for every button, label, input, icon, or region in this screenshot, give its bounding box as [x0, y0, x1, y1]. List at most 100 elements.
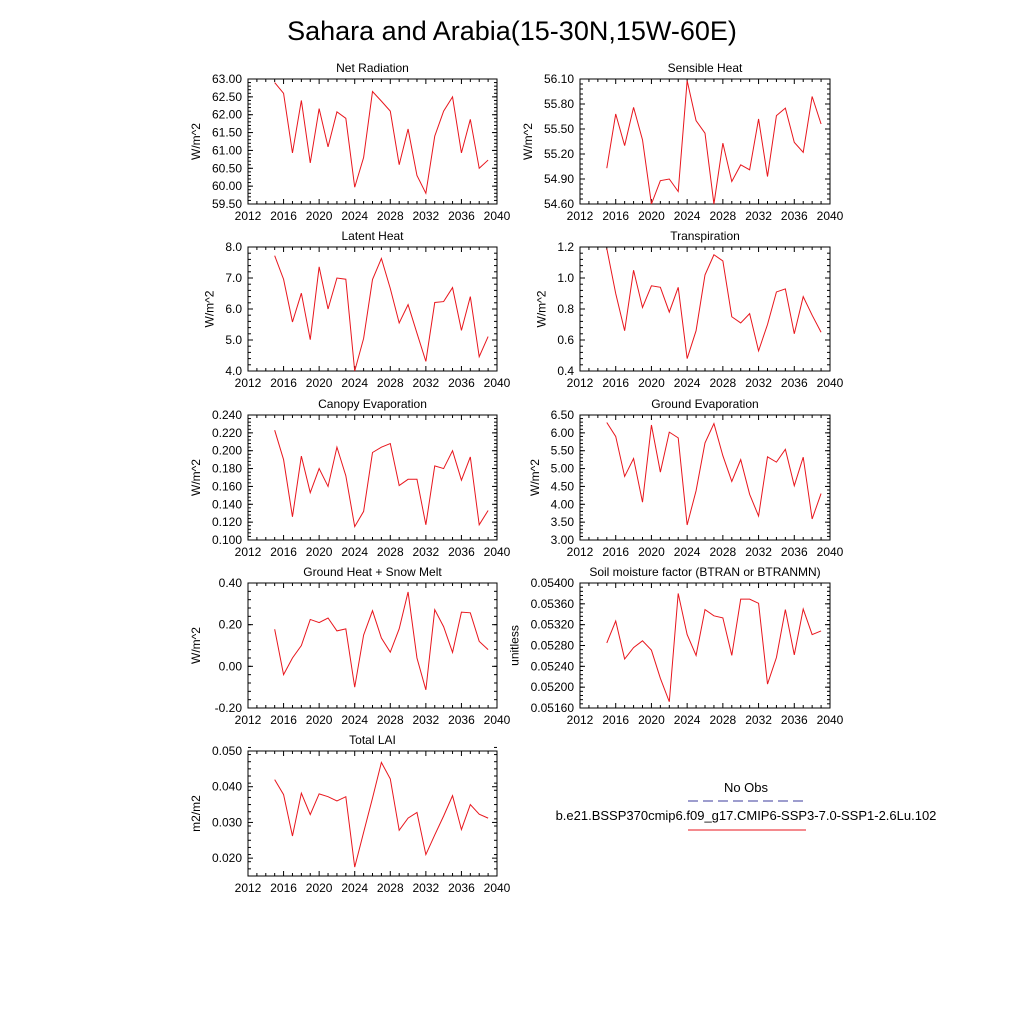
x-tick-label: 2028 [377, 881, 404, 895]
series-line-net-radiation [274, 82, 489, 195]
x-tick-label: 2012 [567, 713, 594, 727]
y-tick-label: 1.2 [557, 240, 574, 254]
y-tick-label: 0.220 [212, 426, 242, 440]
y-tick-label: 0.05360 [531, 597, 575, 611]
y-axis-label: unitless [507, 625, 521, 666]
x-tick-label: 2032 [413, 545, 440, 559]
x-tick-label: 2032 [413, 881, 440, 895]
x-tick-label: 2024 [674, 209, 701, 223]
panel-net-radiation: Net Radiation 2012 2016 2020 2024 2028 2032 203… [189, 61, 511, 223]
x-tick-label: 2012 [235, 545, 262, 559]
y-tick-label: 54.90 [544, 172, 574, 186]
y-tick-label: 0.180 [212, 462, 242, 476]
x-tick-label: 2020 [306, 881, 333, 895]
y-axis-label: W/m^2 [535, 290, 549, 327]
x-tick-label: 2024 [341, 881, 368, 895]
y-tick-label: 0.05160 [531, 701, 575, 715]
y-axis-label: W/m^2 [189, 123, 203, 160]
plot-frame [247, 246, 498, 372]
y-axis-label: W/m^2 [203, 290, 217, 327]
panel-ground-evaporation: Ground Evaporation 2012 2016 2020 2024 2028 20… [528, 397, 844, 559]
y-tick-label: 3.00 [551, 533, 575, 547]
x-tick-label: 2040 [817, 376, 844, 390]
y-tick-label: 61.00 [212, 143, 242, 157]
x-tick-label: 2040 [817, 209, 844, 223]
y-axis-label: m2/m2 [189, 795, 203, 832]
y-tick-label: 3.50 [551, 515, 575, 529]
x-tick-label: 2024 [341, 376, 368, 390]
y-tick-label: 4.50 [551, 479, 575, 493]
y-tick-label: 0.160 [212, 479, 242, 493]
x-tick-label: 2036 [781, 209, 808, 223]
y-tick-label: -0.20 [215, 701, 243, 715]
x-tick-label: 2024 [341, 209, 368, 223]
x-tick-label: 2036 [448, 881, 475, 895]
x-tick-label: 2012 [567, 376, 594, 390]
series-line-soil-moisture-factor-btran-or-btranmn [606, 593, 822, 702]
panel-latent-heat: Latent Heat 2012 2016 2020 2024 2028 2032 2036 2… [203, 229, 511, 390]
y-axis-label: W/m^2 [189, 627, 203, 664]
y-tick-label: 1.0 [557, 271, 574, 285]
x-tick-label: 2032 [745, 713, 772, 727]
x-tick-label: 2032 [745, 209, 772, 223]
x-tick-label: 2036 [448, 713, 475, 727]
y-tick-label: 0.05400 [531, 576, 575, 590]
y-tick-label: 4.00 [551, 497, 575, 511]
panel-title-ground-evaporation: Ground Evaporation [651, 397, 758, 411]
plot-frame [247, 750, 498, 877]
y-tick-label: 6.0 [225, 302, 242, 316]
x-tick-label: 2036 [448, 209, 475, 223]
y-tick-label: 55.20 [544, 147, 574, 161]
x-tick-label: 2040 [484, 545, 511, 559]
y-axis-label: W/m^2 [189, 459, 203, 496]
panel-sensible-heat: Sensible Heat 2012 2016 2020 2024 2028 2032 203… [521, 61, 844, 223]
panel-title-soil-moisture-factor-btran-or-btranmn: Soil moisture factor (BTRAN or BTRANMN) [589, 565, 820, 579]
y-tick-label: 0.030 [212, 815, 242, 829]
x-tick-label: 2016 [270, 376, 297, 390]
y-tick-label: 60.50 [212, 161, 242, 175]
series-line-canopy-evaporation [274, 430, 489, 529]
y-tick-label: 0.140 [212, 497, 242, 511]
x-tick-label: 2032 [745, 376, 772, 390]
x-tick-label: 2020 [638, 713, 665, 727]
x-tick-label: 2020 [306, 545, 333, 559]
panel-soil-moisture-factor-btran-or-btranmn: Soil moisture factor (BTRAN or BTRANMN) 2… [507, 565, 843, 727]
x-tick-label: 2028 [377, 376, 404, 390]
panel-total-lai: Total LAI 2012 2016 2020 2024 2028 2032 2036 204… [189, 733, 511, 895]
x-tick-label: 2012 [235, 713, 262, 727]
series-line-sensible-heat [606, 80, 822, 205]
series-line-ground-evaporation [606, 422, 822, 526]
y-tick-label: 62.50 [212, 90, 242, 104]
y-tick-label: 63.00 [212, 72, 242, 86]
x-tick-label: 2020 [306, 713, 333, 727]
y-tick-label: 61.50 [212, 126, 242, 140]
y-tick-label: 0.040 [212, 780, 242, 794]
figure-title: Sahara and Arabia(15-30N,15W-60E) [287, 16, 737, 46]
x-tick-label: 2016 [602, 209, 629, 223]
panel-title-latent-heat: Latent Heat [341, 229, 404, 243]
x-tick-label: 2024 [341, 713, 368, 727]
x-tick-label: 2012 [235, 209, 262, 223]
y-tick-label: 0.020 [212, 851, 242, 865]
y-tick-label: 0.120 [212, 515, 242, 529]
x-tick-label: 2016 [602, 545, 629, 559]
x-tick-label: 2016 [270, 881, 297, 895]
plot-frame [579, 78, 831, 205]
x-tick-label: 2020 [306, 209, 333, 223]
x-tick-label: 2036 [781, 545, 808, 559]
panel-title-canopy-evaporation: Canopy Evaporation [318, 397, 427, 411]
y-tick-label: 0.05280 [531, 639, 575, 653]
y-axis-label: W/m^2 [521, 123, 535, 160]
panel-transpiration: Transpiration 2012 2016 2020 2024 2028 2032 203… [535, 229, 844, 390]
x-tick-label: 2040 [484, 881, 511, 895]
x-tick-label: 2036 [448, 545, 475, 559]
y-tick-label: 0.05320 [531, 618, 575, 632]
legend-label-no-obs: No Obs [724, 780, 769, 795]
x-tick-label: 2040 [817, 713, 844, 727]
y-tick-label: 0.8 [557, 302, 574, 316]
panel-ground-heat-snow-melt: Ground Heat + Snow Melt 2012 2016 2020 2024 2… [189, 565, 511, 727]
x-tick-label: 2012 [567, 545, 594, 559]
x-tick-label: 2024 [674, 376, 701, 390]
legend: No Obs b.e21.BSSP370cmip6.f09_g17.CMIP6-… [556, 780, 936, 831]
